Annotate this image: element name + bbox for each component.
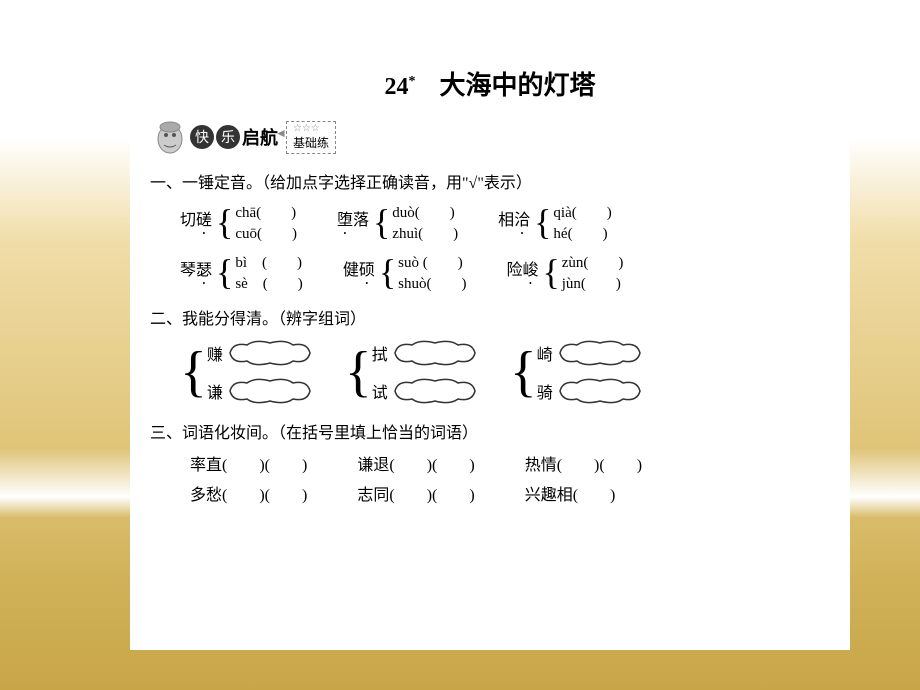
pinyin-group: 相洽 { qià( ) hé( ) [498,201,612,243]
option-list: qià( ) hé( ) [553,201,611,243]
cloud-icon [225,375,315,407]
word-blank[interactable]: 多愁( )( ) [190,481,307,505]
lesson-number: 24* [384,74,415,101]
cloud-icon [390,337,480,369]
stars-icon: ☆☆☆ [293,124,329,134]
option-list: bì ( ) sè ( ) [235,251,303,293]
char-label: 试 [372,379,388,403]
section1-title: 一、一锤定音。（给加点字选择正确读音，用"√"表示） [150,169,830,193]
bracket-icon: { [542,256,559,288]
option-item[interactable]: hé( ) [553,222,611,243]
badge-kuai: 快 [190,125,214,149]
option-list: chā( ) cuō( ) [235,201,297,243]
char-options: 崎 骑 [537,337,645,407]
char-option[interactable]: 崎 [537,337,645,369]
cloud-icon [555,337,645,369]
option-item[interactable]: chā( ) [235,201,297,222]
option-item[interactable]: zhuì( ) [392,222,458,243]
word-label: 切磋 [180,206,212,238]
option-list: duò( ) zhuì( ) [392,201,458,243]
bracket-icon: { [216,206,233,238]
char-label: 拭 [372,341,388,365]
section3-row1: 率直( )( ) 谦退( )( ) 热情( )( ) [190,451,830,475]
badge-le: 乐 [216,125,240,149]
char-options: 拭 试 [372,337,480,407]
option-item[interactable]: bì ( ) [235,251,303,272]
char-option[interactable]: 赚 [207,337,315,369]
char-label: 崎 [537,341,553,365]
word-label: 险峻 [506,256,538,288]
section2-row: { 赚 谦 { 拭 试 [180,337,830,407]
bracket-icon: { [534,206,551,238]
cloud-icon [225,337,315,369]
char-label: 赚 [207,341,223,365]
worksheet-page: 24* 大海中的灯塔 快 乐 启航 ☆☆☆ 基础练 一、一锤定音。（给加点字选择… [130,50,850,650]
title-row: 24* 大海中的灯塔 [150,65,830,102]
bracket-icon: { [345,350,372,395]
option-item[interactable]: shuò( ) [398,272,466,293]
word-blank[interactable]: 兴趣相( ) [525,481,616,505]
section-header: 快 乐 启航 ☆☆☆ 基础练 [150,117,830,157]
bracket-icon: { [373,206,390,238]
char-option[interactable]: 拭 [372,337,480,369]
bracket-icon: { [510,350,537,395]
word-blank[interactable]: 热情( )( ) [525,451,642,475]
word-blank[interactable]: 谦退( )( ) [357,451,474,475]
section3-row2: 多愁( )( ) 志同( )( ) 兴趣相( ) [190,481,830,505]
lesson-title: 大海中的灯塔 [439,65,595,102]
pinyin-group: 琴瑟 { bì ( ) sè ( ) [180,251,303,293]
jichu-box: ☆☆☆ 基础练 [286,121,336,154]
badge-row: 快 乐 [190,125,240,149]
word-blank[interactable]: 志同( )( ) [357,481,474,505]
word-label: 相洽 [498,206,530,238]
bracket-icon: { [216,256,233,288]
qihang-label: 启航 [242,124,278,150]
mascot-icon [150,117,190,157]
option-item[interactable]: jùn( ) [562,272,624,293]
char-group: { 崎 骑 [510,337,645,407]
pinyin-group: 切磋 { chā( ) cuō( ) [180,201,297,243]
word-label: 健硕 [343,256,375,288]
char-label: 骑 [537,379,553,403]
word-label: 堕落 [337,206,369,238]
cloud-icon [390,375,480,407]
option-item[interactable]: qià( ) [553,201,611,222]
option-item[interactable]: zùn( ) [562,251,624,272]
word-label: 琴瑟 [180,256,212,288]
char-group: { 拭 试 [345,337,480,407]
char-option[interactable]: 试 [372,375,480,407]
section1-row2: 琴瑟 { bì ( ) sè ( ) 健硕 { suò ( ) shuò( ) … [180,251,830,293]
pinyin-group: 堕落 { duò( ) zhuì( ) [337,201,458,243]
bracket-icon: { [379,256,396,288]
option-item[interactable]: suò ( ) [398,251,466,272]
option-list: zùn( ) jùn( ) [562,251,624,293]
char-label: 谦 [207,379,223,403]
section1-row1: 切磋 { chā( ) cuō( ) 堕落 { duò( ) zhuì( ) 相… [180,201,830,243]
option-list: suò ( ) shuò( ) [398,251,466,293]
char-group: { 赚 谦 [180,337,315,407]
pinyin-group: 险峻 { zùn( ) jùn( ) [506,251,623,293]
bracket-icon: { [180,350,207,395]
option-item[interactable]: duò( ) [392,201,458,222]
word-blank[interactable]: 率直( )( ) [190,451,307,475]
option-item[interactable]: sè ( ) [235,272,303,293]
jichu-label: 基础练 [293,134,329,151]
section2-title: 二、我能分得清。（辨字组词） [150,305,830,329]
char-options: 赚 谦 [207,337,315,407]
cloud-icon [555,375,645,407]
section3-title: 三、词语化妆间。（在括号里填上恰当的词语） [150,419,830,443]
option-item[interactable]: cuō( ) [235,222,297,243]
char-option[interactable]: 骑 [537,375,645,407]
pinyin-group: 健硕 { suò ( ) shuò( ) [343,251,467,293]
char-option[interactable]: 谦 [207,375,315,407]
